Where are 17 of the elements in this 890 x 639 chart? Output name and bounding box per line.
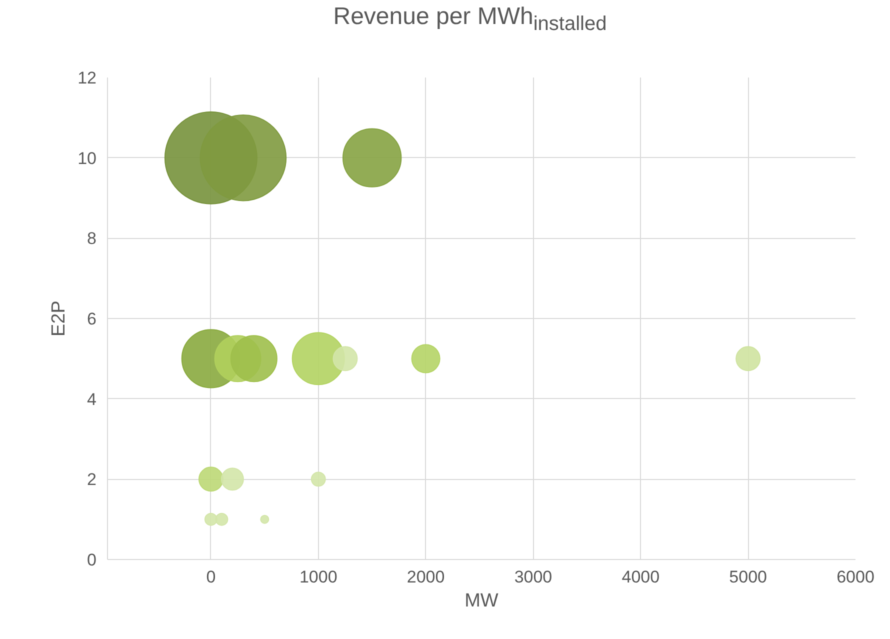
x-tick-label: 1000: [299, 568, 338, 586]
y-tick-label: 6: [87, 310, 97, 328]
x-tick-label: 0: [206, 568, 216, 586]
x-tick-label: 6000: [836, 568, 874, 586]
x-tick-label: 3000: [514, 568, 552, 586]
y-tick-label: 12: [78, 68, 97, 88]
y-axis-title: E2P: [48, 300, 70, 336]
y-tick-label: 10: [78, 148, 97, 168]
x-axis-title: MW: [464, 590, 498, 612]
y-tick-label: 0: [87, 550, 97, 570]
x-tick-label: 5000: [729, 568, 767, 586]
y-tick-label: 2: [87, 470, 97, 490]
x-tick-label: 2000: [406, 568, 445, 586]
y-tick-label: 8: [87, 229, 97, 248]
x-tick-label: 4000: [622, 568, 660, 586]
y-tick-label: 4: [87, 390, 97, 409]
chart-title: Revenue per MWh$_{installed}$: [332, 2, 608, 37]
